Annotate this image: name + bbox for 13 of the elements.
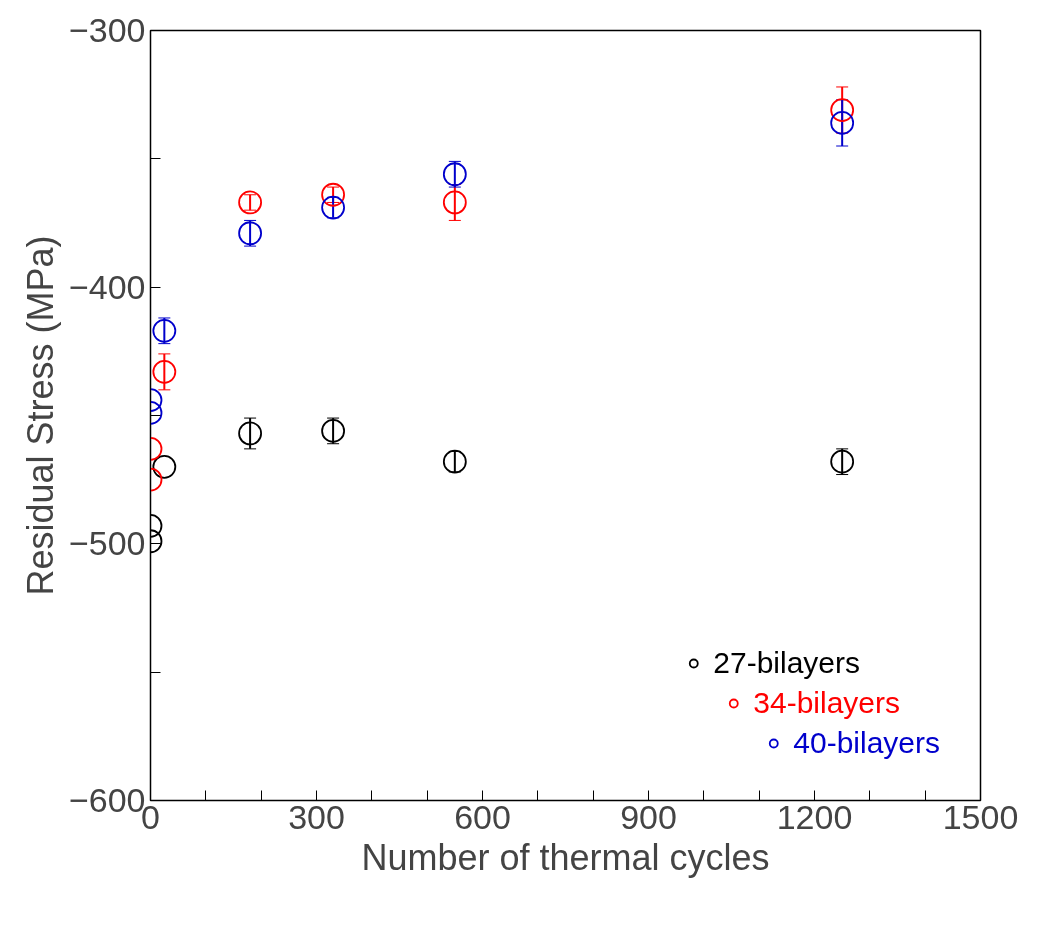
x-tick-label: 300: [288, 797, 345, 836]
y-axis-title: Residual Stress (MPa): [19, 235, 61, 596]
x-tick-label: 600: [454, 797, 511, 836]
y-tick-label: −300: [68, 11, 146, 49]
y-tick-label: −400: [68, 267, 146, 306]
x-tick-label: 900: [620, 797, 677, 836]
x-axis-title: Number of thermal cycles: [361, 836, 770, 878]
legend-label: 40-bilayers: [793, 726, 940, 760]
x-tick-label: 1500: [942, 797, 1019, 836]
x-tick-label: 1200: [776, 797, 853, 836]
y-tick-label: −500: [68, 524, 146, 563]
legend-label: 34-bilayers: [753, 686, 900, 720]
legend-label: 27-bilayers: [713, 646, 860, 680]
